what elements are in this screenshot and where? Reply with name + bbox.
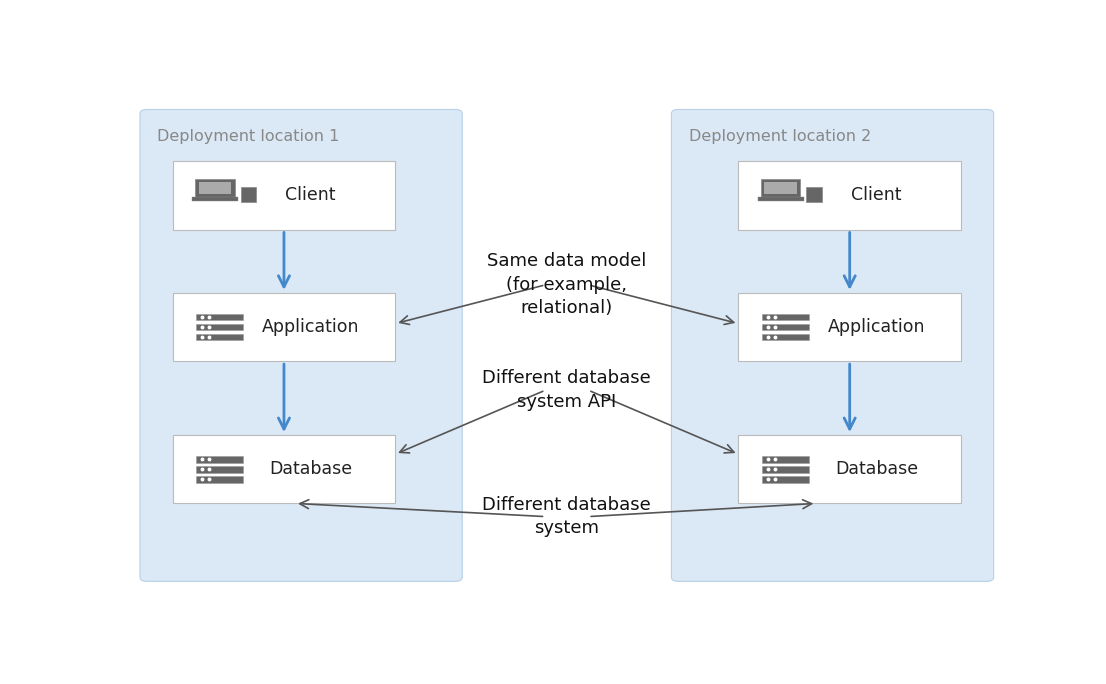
FancyBboxPatch shape [764, 182, 797, 194]
FancyBboxPatch shape [191, 197, 238, 201]
FancyBboxPatch shape [671, 109, 993, 581]
FancyBboxPatch shape [762, 466, 808, 473]
Text: Database: Database [269, 460, 353, 478]
Text: Client: Client [852, 186, 901, 205]
FancyBboxPatch shape [739, 161, 961, 230]
Text: Same data model
(for example,
relational): Same data model (for example, relational… [487, 252, 647, 317]
FancyBboxPatch shape [761, 179, 801, 197]
FancyBboxPatch shape [196, 476, 243, 483]
Text: Different database
system API: Different database system API [482, 369, 651, 411]
FancyBboxPatch shape [762, 313, 808, 320]
FancyBboxPatch shape [241, 187, 257, 202]
FancyBboxPatch shape [739, 435, 961, 503]
FancyBboxPatch shape [806, 187, 822, 202]
Text: Application: Application [827, 318, 926, 336]
FancyBboxPatch shape [762, 334, 808, 341]
FancyBboxPatch shape [196, 334, 243, 341]
FancyBboxPatch shape [762, 324, 808, 330]
FancyBboxPatch shape [762, 476, 808, 483]
FancyBboxPatch shape [758, 197, 804, 201]
FancyBboxPatch shape [196, 466, 243, 473]
FancyBboxPatch shape [762, 456, 808, 462]
FancyBboxPatch shape [173, 435, 396, 503]
FancyBboxPatch shape [196, 324, 243, 330]
FancyBboxPatch shape [739, 293, 961, 361]
FancyBboxPatch shape [196, 179, 234, 197]
Text: Deployment location 1: Deployment location 1 [157, 129, 340, 144]
FancyBboxPatch shape [173, 293, 396, 361]
Text: Client: Client [285, 186, 336, 205]
FancyBboxPatch shape [196, 313, 243, 320]
FancyBboxPatch shape [173, 161, 396, 230]
FancyBboxPatch shape [199, 182, 231, 194]
Text: Application: Application [262, 318, 359, 336]
Text: Database: Database [835, 460, 918, 478]
Text: Deployment location 2: Deployment location 2 [689, 129, 870, 144]
FancyBboxPatch shape [140, 109, 462, 581]
Text: Different database
system: Different database system [482, 496, 651, 538]
FancyBboxPatch shape [196, 456, 243, 462]
